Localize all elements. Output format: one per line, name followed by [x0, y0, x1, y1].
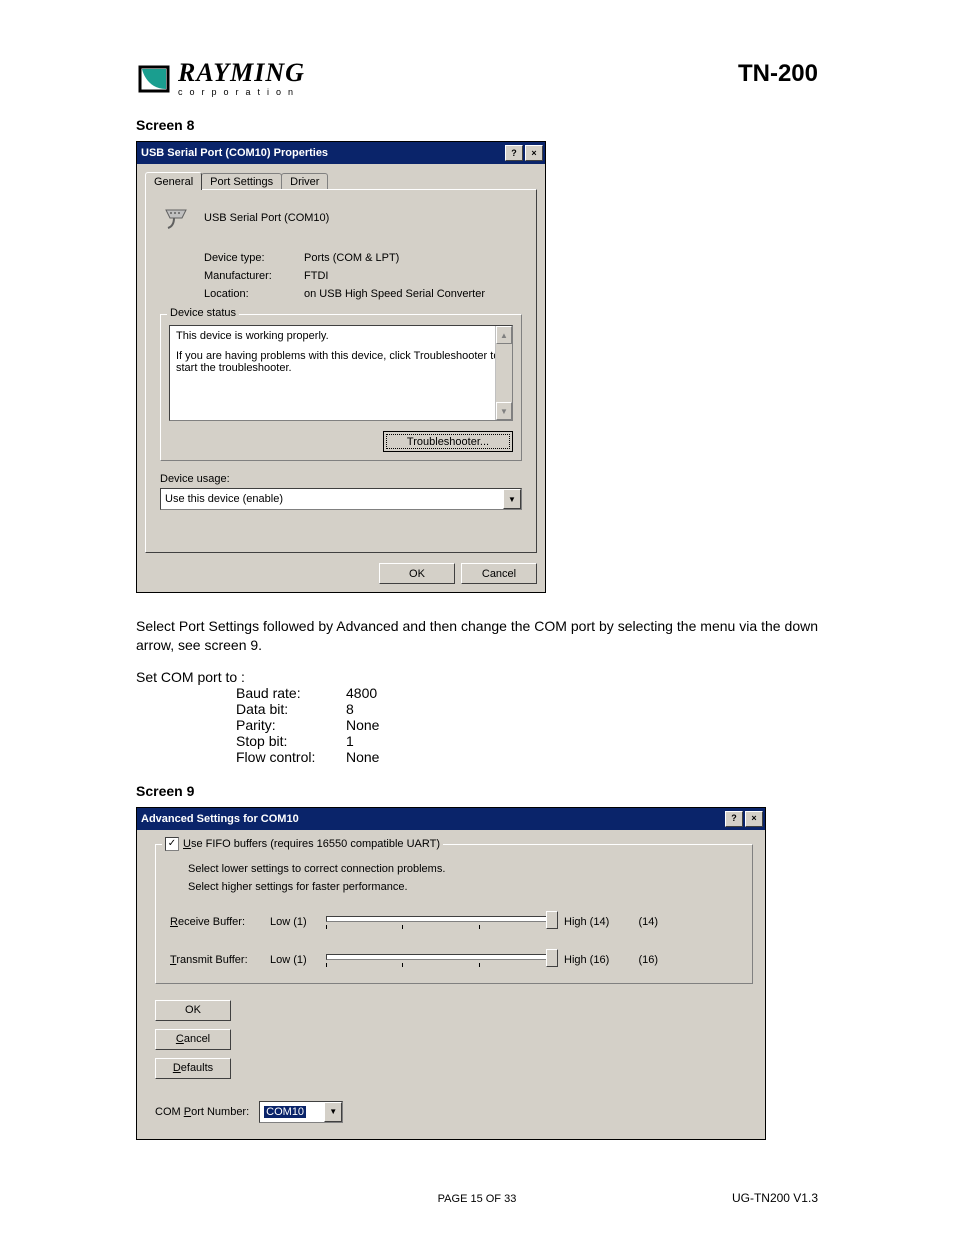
help-icon[interactable]: ? — [725, 811, 743, 827]
comport-label: COM Port Number: — [155, 1106, 249, 1118]
transmit-buffer-row: Transmit Buffer: Low (1) High (16) (16) — [170, 951, 738, 969]
close-icon[interactable]: × — [745, 811, 763, 827]
manufacturer-value: FTDI — [304, 270, 522, 282]
rx-slider-thumb[interactable] — [546, 911, 558, 929]
tx-value: (16) — [630, 954, 658, 966]
tab-driver[interactable]: Driver — [281, 173, 328, 190]
setting-value: 4800 — [346, 685, 818, 701]
chevron-down-icon[interactable]: ▼ — [324, 1102, 342, 1122]
setting-value: None — [346, 717, 818, 733]
close-icon[interactable]: × — [525, 145, 543, 161]
fifo-checkbox[interactable]: ✓ — [165, 837, 179, 851]
rx-value: (14) — [630, 916, 658, 928]
rx-label: Receive Buffer: — [170, 916, 262, 928]
comport-select[interactable]: COM10 ▼ — [259, 1101, 343, 1123]
dialog-title: Advanced Settings for COM10 — [141, 813, 299, 825]
serial-port-icon — [160, 202, 192, 234]
dialog-title: USB Serial Port (COM10) Properties — [141, 147, 328, 159]
properties-dialog: USB Serial Port (COM10) Properties ? × G… — [136, 141, 546, 593]
brand-logo: RAYMING corporation — [136, 60, 305, 97]
brand-sub: corporation — [178, 88, 305, 97]
settings-intro: Set COM port to : — [136, 669, 818, 685]
instruction-paragraph: Select Port Settings followed by Advance… — [136, 617, 818, 655]
setting-value: None — [346, 749, 818, 765]
doc-model: TN-200 — [738, 60, 818, 88]
rx-low: Low (1) — [270, 916, 318, 928]
tx-label: Transmit Buffer: — [170, 954, 262, 966]
setting-label: Data bit: — [236, 701, 346, 717]
fifo-group: ✓ Use FIFO buffers (requires 16550 compa… — [155, 844, 753, 984]
device-name: USB Serial Port (COM10) — [204, 212, 329, 224]
tab-strip: General Port Settings Driver — [145, 170, 537, 190]
device-status-group: Device status This device is working pro… — [160, 314, 522, 461]
help-icon[interactable]: ? — [505, 145, 523, 161]
device-type-label: Device type: — [204, 252, 304, 264]
setting-label: Baud rate: — [236, 685, 346, 701]
hint-lower: Select lower settings to correct connect… — [188, 863, 738, 875]
hint-higher: Select higher settings for faster perfor… — [188, 881, 738, 893]
location-value: on USB High Speed Serial Converter — [304, 288, 522, 300]
titlebar[interactable]: USB Serial Port (COM10) Properties ? × — [137, 142, 545, 164]
tx-low: Low (1) — [270, 954, 318, 966]
scrollbar[interactable]: ▲ ▼ — [495, 326, 512, 420]
scroll-down-icon[interactable]: ▼ — [496, 402, 512, 420]
tx-slider[interactable] — [326, 951, 556, 969]
tab-port-settings[interactable]: Port Settings — [201, 173, 282, 190]
rx-slider[interactable] — [326, 913, 556, 931]
tab-panel: USB Serial Port (COM10) Device type: Por… — [145, 189, 537, 553]
titlebar[interactable]: Advanced Settings for COM10 ? × — [137, 808, 765, 830]
cancel-button[interactable]: Cancel — [461, 563, 537, 584]
device-status-legend: Device status — [167, 307, 239, 319]
brand-name: RAYMING — [178, 60, 305, 86]
status-line2: If you are having problems with this dev… — [176, 350, 506, 374]
ok-button[interactable]: OK — [379, 563, 455, 584]
location-label: Location: — [204, 288, 304, 300]
device-usage-select[interactable]: Use this device (enable) ▼ — [160, 488, 522, 510]
tx-slider-thumb[interactable] — [546, 949, 558, 967]
setting-value: 8 — [346, 701, 818, 717]
tx-high: High (16) — [564, 954, 622, 966]
chevron-down-icon[interactable]: ▼ — [503, 489, 521, 509]
com-settings-block: Set COM port to : Baud rate:4800Data bit… — [136, 669, 818, 765]
screen8-label: Screen 8 — [136, 117, 818, 133]
fifo-label: Use FIFO buffers (requires 16550 compati… — [183, 838, 440, 850]
setting-label: Flow control: — [236, 749, 346, 765]
comport-value: COM10 — [264, 1106, 306, 1118]
setting-label: Stop bit: — [236, 733, 346, 749]
rx-high: High (14) — [564, 916, 622, 928]
scroll-up-icon[interactable]: ▲ — [496, 326, 512, 344]
manufacturer-label: Manufacturer: — [204, 270, 304, 282]
troubleshooter-button[interactable]: Troubleshooter... — [383, 431, 513, 452]
advanced-settings-dialog: Advanced Settings for COM10 ? × ✓ Use FI… — [136, 807, 766, 1140]
tab-general[interactable]: General — [145, 172, 202, 190]
setting-label: Parity: — [236, 717, 346, 733]
cancel-button[interactable]: Cancel — [155, 1029, 231, 1050]
doc-version: UG-TN200 V1.3 — [732, 1191, 818, 1205]
screen9-label: Screen 9 — [136, 783, 818, 799]
ok-button[interactable]: OK — [155, 1000, 231, 1021]
logo-icon — [136, 61, 172, 97]
device-usage-label: Device usage: — [160, 473, 522, 485]
page-header: RAYMING corporation TN-200 — [136, 60, 818, 97]
defaults-button[interactable]: Defaults — [155, 1058, 231, 1079]
device-usage-value: Use this device (enable) — [165, 493, 283, 505]
setting-value: 1 — [346, 733, 818, 749]
status-textbox: This device is working properly. If you … — [169, 325, 513, 421]
device-type-value: Ports (COM & LPT) — [304, 252, 522, 264]
receive-buffer-row: Receive Buffer: Low (1) High (14) (14) — [170, 913, 738, 931]
status-line1: This device is working properly. — [176, 330, 506, 342]
